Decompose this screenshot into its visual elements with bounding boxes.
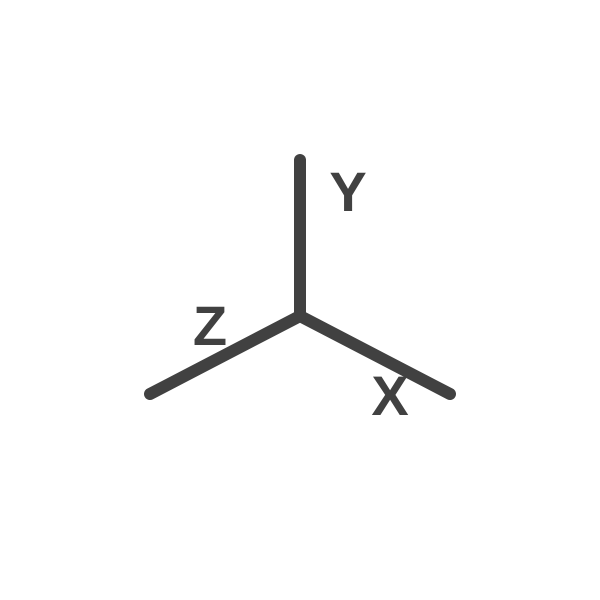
xyz-axes-icon: Y X Z [0,0,600,600]
x-axis-label: X [371,364,408,427]
y-axis-label: Y [329,160,366,223]
z-axis-label: Z [193,294,227,357]
